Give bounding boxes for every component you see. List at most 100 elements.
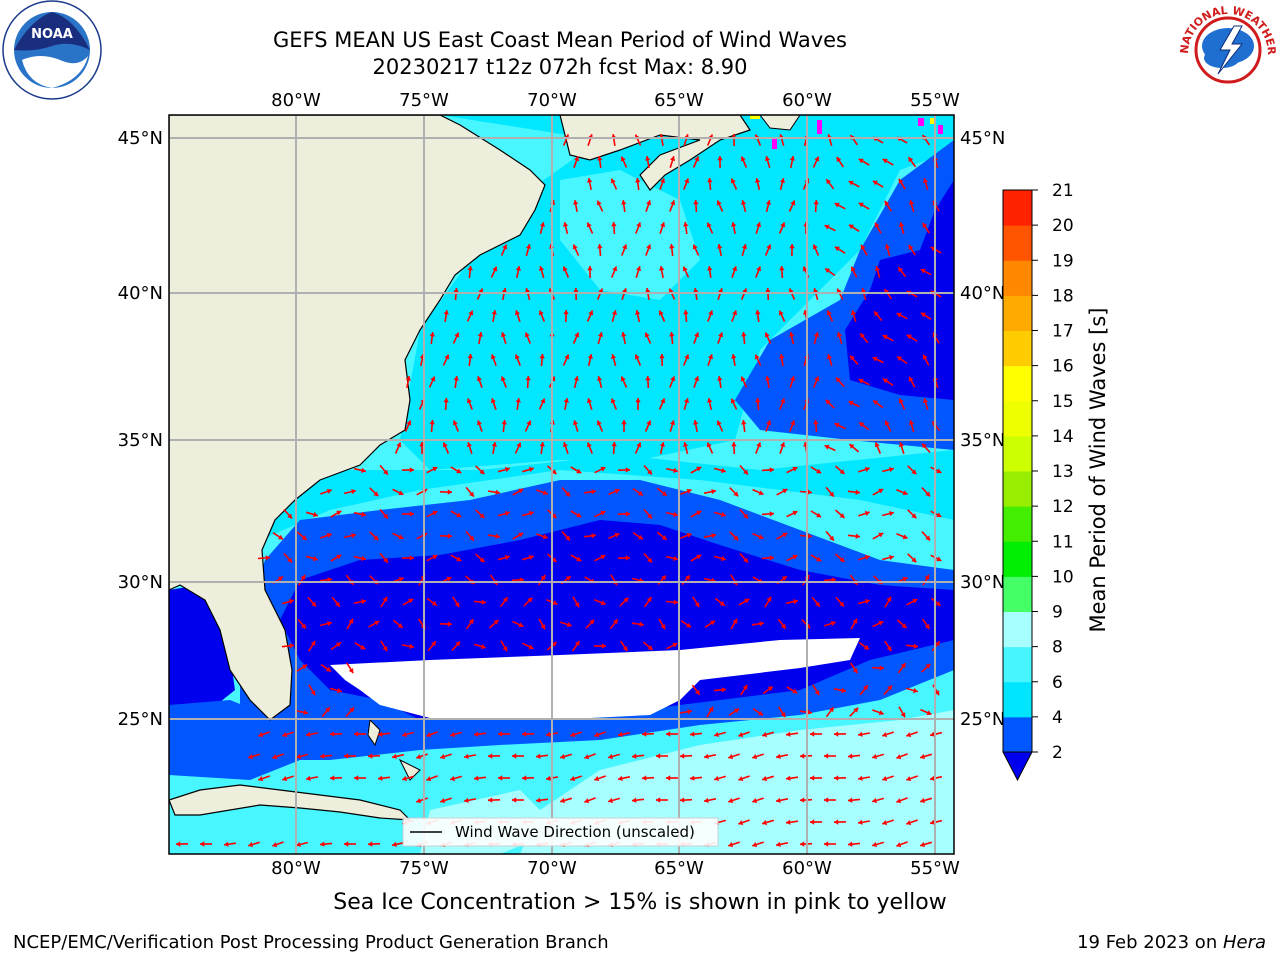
wave-arrow-head [810, 731, 815, 737]
wave-arrow-head [830, 620, 836, 626]
wave-arrow-head [490, 354, 496, 360]
wave-arrow-head [922, 354, 928, 360]
wave-arrow-head [536, 753, 541, 759]
wave-arrow-head [597, 156, 603, 161]
wave-arrow-head [860, 288, 867, 293]
colorbar-tick-label: 14 [1052, 427, 1074, 447]
sea-ice-5 [930, 118, 936, 124]
colorbar-segment [1003, 576, 1032, 612]
wave-arrow-head [572, 244, 578, 250]
wave-arrow-head [311, 601, 316, 607]
wave-arrow-head [313, 555, 318, 562]
nws-logo: NATIONAL WEATHER SERVICE [1176, 2, 1278, 96]
wave-arrow-head [728, 754, 734, 760]
wave-arrow-head [500, 376, 506, 382]
wave-arrow-head [765, 288, 771, 293]
wave-arrow-head [447, 621, 452, 627]
wave-arrow-head [696, 554, 702, 560]
wave-arrow-head [855, 533, 860, 539]
wave-arrow-head [574, 332, 580, 338]
wave-arrow-head [656, 797, 661, 803]
wave-arrow-head [721, 555, 726, 562]
wave-arrow-head [647, 645, 653, 650]
wave-arrow-head [453, 376, 459, 381]
wave-arrow-head [325, 666, 331, 672]
wave-arrow-head [374, 620, 380, 626]
wave-arrow-head [930, 819, 935, 825]
wave-arrow-head [570, 732, 576, 738]
wave-arrow-head [522, 775, 527, 781]
wave-arrow-head [660, 624, 666, 630]
wave-arrow-head [717, 244, 723, 249]
wave-arrow-head [348, 618, 354, 624]
wave-arrow-head [310, 690, 316, 696]
wave-arrow-head [552, 600, 558, 606]
wave-arrow-head [320, 841, 325, 847]
wave-arrow-head [872, 753, 877, 760]
wave-arrow-head [431, 641, 436, 647]
colorbar-segment [1003, 365, 1032, 402]
wave-arrow-head [814, 376, 820, 382]
wave-arrow-head [889, 511, 894, 517]
wave-arrow-head [882, 732, 888, 738]
wave-arrow-head [373, 535, 379, 541]
wave-arrow-head [908, 244, 914, 250]
wave-arrow-head [920, 797, 925, 804]
wave-arrow-head [625, 467, 630, 473]
wave-arrow-head [694, 332, 700, 338]
wave-arrow-head [765, 200, 771, 205]
colorbar-segment [1003, 435, 1032, 472]
lon-label-top-65: 65°W [654, 90, 704, 111]
wave-arrow-head [711, 533, 716, 539]
wave-arrow-head [587, 178, 593, 183]
wave-arrow-head [466, 442, 472, 448]
colorbar-segment [1003, 295, 1032, 331]
wave-arrow-head [790, 376, 796, 382]
wave-arrow-head [540, 575, 546, 580]
wave-arrow-head [730, 178, 736, 184]
wave-arrow-head [824, 841, 829, 847]
wave-arrow-head [501, 288, 507, 293]
wave-arrow-head [538, 310, 544, 316]
wave-arrow-head [528, 644, 534, 650]
wave-arrow-head [278, 576, 283, 582]
sea-ice-4 [938, 125, 943, 134]
wave-arrow-head [563, 310, 569, 315]
wave-arrow-head [452, 420, 458, 426]
wave-arrow-head [528, 466, 534, 472]
wave-arrow-head [693, 420, 699, 425]
wave-arrow-head [289, 598, 294, 605]
colorbar-tick-label: 16 [1052, 357, 1074, 377]
wave-arrow-head [858, 775, 863, 781]
colorbar-segment [1003, 471, 1032, 507]
sea-ice-1 [772, 137, 777, 149]
wave-arrow-head [886, 646, 892, 652]
wave-arrow-head [659, 266, 665, 271]
wave-arrow-head [922, 443, 927, 449]
wave-arrow-head [546, 731, 551, 737]
wave-arrow-head [807, 489, 812, 495]
wave-arrow-head [248, 841, 254, 848]
wave-arrow-head [900, 663, 906, 669]
wave-arrow-head [682, 266, 688, 272]
wave-arrow-head [779, 354, 785, 359]
wave-arrow-head [780, 398, 786, 404]
wave-arrow-head [660, 178, 666, 184]
noaa-logo-text: NOAA [31, 27, 73, 42]
wave-arrow-head [810, 775, 815, 781]
wave-arrow-head [409, 511, 414, 517]
wave-arrow-head [752, 798, 758, 804]
wave-arrow-head [898, 222, 905, 227]
wave-arrow-head [586, 442, 592, 448]
wave-arrow-head [525, 376, 531, 381]
wave-arrow-head [690, 731, 695, 737]
wave-arrow-head [684, 178, 690, 184]
wave-arrow-head [522, 731, 527, 737]
wave-arrow-head [515, 398, 521, 403]
wave-arrow-head [468, 310, 474, 316]
wave-arrow-head [610, 354, 617, 359]
wave-arrow-head [696, 466, 702, 472]
wave-arrow-head [902, 576, 908, 582]
wave-arrow-head [610, 178, 616, 184]
wave-arrow-head [660, 222, 666, 228]
